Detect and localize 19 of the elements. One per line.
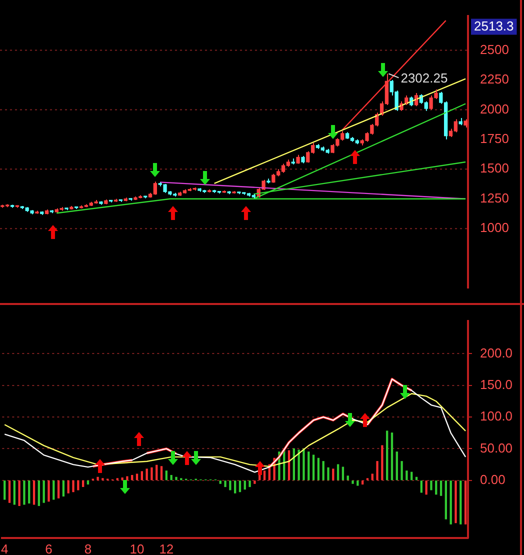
y-tick-label: 2500 — [480, 42, 509, 57]
x-tick-label: 4 — [1, 541, 8, 555]
y-tick-label: 150.0 — [480, 376, 513, 392]
y-tick-label: 100.0 — [480, 408, 513, 424]
y-tick-label: 1000 — [480, 220, 509, 236]
text: 2513.3 — [474, 18, 514, 34]
x-tick-label: 8 — [84, 541, 92, 555]
y-tick-label: 2000 — [480, 101, 509, 116]
x-tick-label: 12 — [159, 541, 174, 555]
y-tick-label: 1250 — [480, 190, 509, 206]
y-tick-label: 2250 — [480, 72, 509, 87]
x-tick-label: 10 — [130, 541, 144, 555]
y-tick-label: 50.00 — [480, 440, 513, 456]
x-tick-label: 6 — [45, 541, 52, 555]
y-tick-label: 1750 — [480, 130, 509, 146]
y-tick-label: 0.00 — [480, 472, 506, 487]
y-tick-label: 200.0 — [480, 345, 513, 360]
annotation: 2302.25 — [400, 70, 448, 86]
y-tick-label: 1500 — [480, 160, 509, 176]
